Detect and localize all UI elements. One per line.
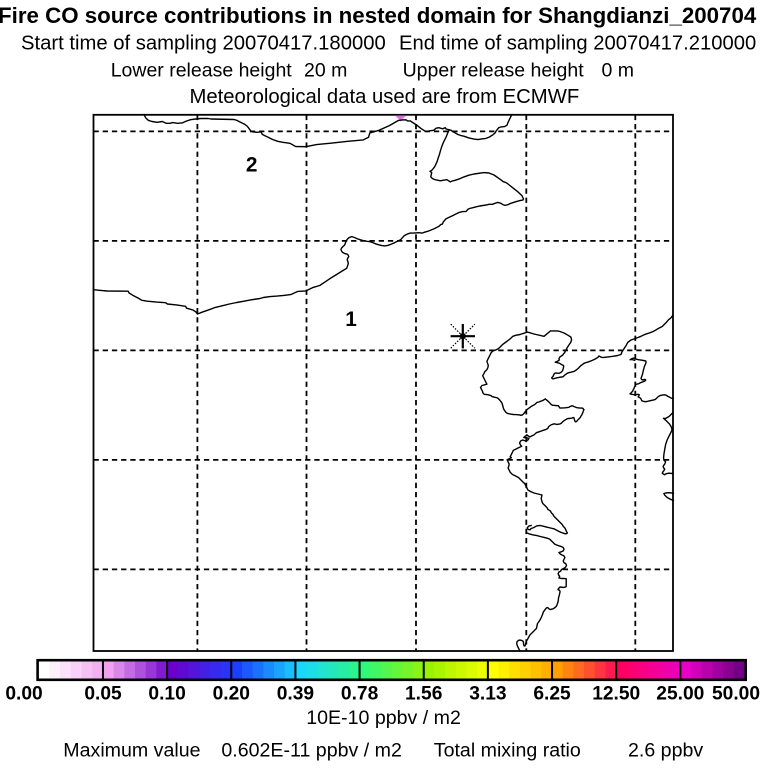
svg-text:Start time of sampling 2007041: Start time of sampling 20070417.180000 (21, 33, 386, 55)
svg-text:0.39: 0.39 (277, 683, 314, 704)
svg-text:Fire CO source contributions i: Fire CO source contributions in nested d… (0, 3, 757, 28)
svg-text:1.56: 1.56 (405, 683, 442, 704)
svg-text:End time of sampling 20070417.: End time of sampling 20070417.210000 (399, 33, 756, 55)
svg-text:3.13: 3.13 (469, 683, 506, 704)
svg-text:Total mixing ratio: Total mixing ratio (434, 740, 581, 762)
svg-text:0.78: 0.78 (341, 683, 379, 704)
svg-text:Upper release height: Upper release height (403, 60, 585, 82)
svg-text:1: 1 (345, 308, 357, 331)
svg-text:0.00: 0.00 (5, 683, 42, 704)
svg-text:25.00: 25.00 (656, 683, 704, 704)
svg-text:12.50: 12.50 (592, 683, 640, 704)
svg-text:2: 2 (246, 154, 258, 177)
svg-text:50.00: 50.00 (712, 683, 760, 704)
svg-text:0 m: 0 m (602, 60, 635, 82)
svg-text:6.25: 6.25 (533, 683, 571, 704)
svg-text:20 m: 20 m (304, 60, 347, 82)
svg-text:0.10: 0.10 (148, 683, 185, 704)
svg-text:2.6 ppbv: 2.6 ppbv (628, 740, 703, 762)
svg-text:10E-10 ppbv / m2: 10E-10 ppbv / m2 (306, 707, 461, 729)
svg-text:0.20: 0.20 (213, 683, 250, 704)
svg-text:0.602E-11 ppbv / m2: 0.602E-11 ppbv / m2 (221, 740, 401, 762)
svg-text:Lower release height: Lower release height (111, 60, 293, 82)
svg-text:0.05: 0.05 (84, 683, 122, 704)
svg-text:Maximum value: Maximum value (63, 740, 200, 762)
svg-text:Meteorological data used are f: Meteorological data used are from ECMWF (190, 86, 580, 108)
